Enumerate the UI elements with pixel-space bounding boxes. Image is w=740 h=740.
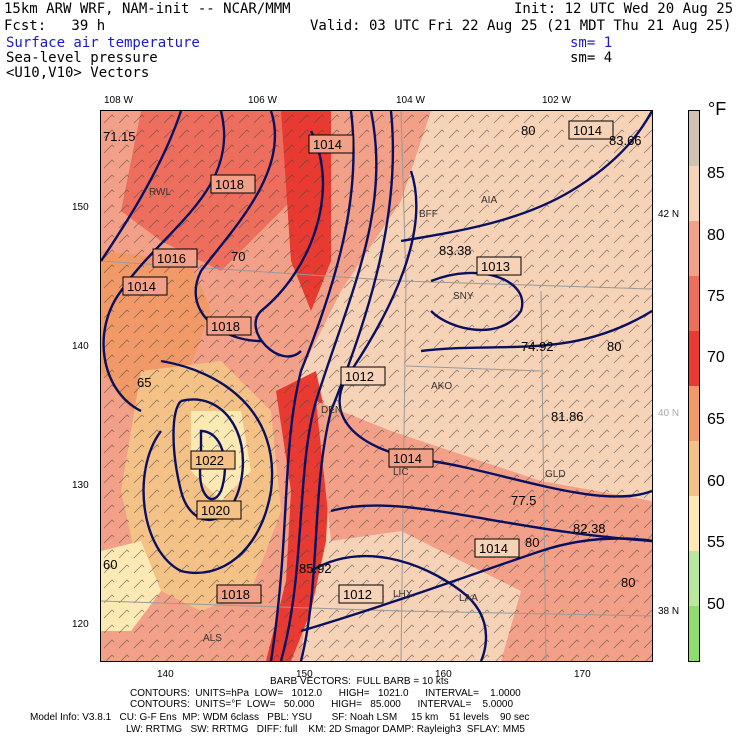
station-code: SNY [453, 291, 474, 302]
colorbar-label-60: 60 [707, 473, 725, 490]
map-svg: 1014 1018 1016 1014 1018 1012 1022 1020 … [100, 110, 654, 662]
extrema-values: 71.15 83.66 83.38 74.92 81.86 77.5 82.38… [103, 129, 642, 576]
temp-label: 80 [621, 575, 635, 590]
lon-label-104w: 104 W [396, 95, 425, 106]
model-title: 15km ARW WRF, NAM-init -- NCAR/MMM [4, 1, 291, 17]
colorbar-segment [689, 221, 699, 276]
pressure-label: 1014 [479, 541, 508, 556]
lon-label-106w: 106 W [248, 95, 277, 106]
temperature-colorbar [688, 110, 700, 662]
x-tick-170: 170 [574, 669, 591, 680]
colorbar-segment [689, 606, 699, 661]
temp-label: 70 [231, 249, 245, 264]
valid-time: Valid: 03 UTC Fri 22 Aug 25 (21 MDT Thu … [310, 18, 732, 34]
extremum-value: 81.86 [551, 409, 584, 424]
station-code: ALS [203, 633, 222, 644]
temp-label: 80 [525, 535, 539, 550]
smoothing-2: sm= 4 [570, 50, 613, 66]
lat-label-42n: 42 N [658, 209, 680, 220]
station-code: AKO [431, 381, 452, 392]
temp-label: 80 [607, 339, 621, 354]
field-vectors: <U10,V10> Vectors [6, 65, 150, 81]
lon-label-108w: 108 W [104, 95, 133, 106]
station-code: GLD [545, 469, 566, 480]
y-tick-140: 140 [72, 341, 89, 352]
temp-labels: 80 70 65 60 80 80 80 [103, 123, 635, 590]
x-tick-150: 150 [296, 669, 313, 680]
station-code: RWL [149, 187, 171, 198]
pressure-label: 1020 [201, 503, 230, 518]
station-code: AIA [481, 195, 497, 206]
state-boundaries [100, 110, 653, 662]
pressure-label: 1014 [313, 137, 342, 152]
forecast-hour: Fcst: 39 h [4, 18, 106, 34]
extremum-value: 74.92 [521, 339, 554, 354]
colorbar-segment [689, 111, 699, 166]
extremum-value: 83.38 [439, 243, 472, 258]
lat-label-40n: 40 N [658, 408, 680, 419]
temp-label: 65 [137, 375, 151, 390]
colorbar-label-80: 80 [707, 227, 725, 244]
pressure-label: 1012 [343, 587, 372, 602]
pressure-label: 1018 [215, 177, 244, 192]
model-info: Model Info: V3.8.1 CU: G-F Ens MP: WDM 6… [30, 712, 530, 723]
field-pressure: Sea-level pressure [6, 50, 158, 66]
smoothing-1: sm= 1 [570, 35, 613, 51]
x-tick-140: 140 [157, 669, 174, 680]
init-time: Init: 12 UTC Wed 20 Aug 25 [514, 1, 734, 17]
colorbar-segment [689, 496, 699, 551]
extremum-value: 71.15 [103, 129, 136, 144]
wind-barbs [101, 111, 652, 661]
station-code: LIC [393, 467, 409, 478]
pressure-label: 1016 [157, 251, 186, 266]
colorbar-label-65: 65 [707, 411, 725, 428]
y-tick-130: 130 [72, 480, 89, 491]
station-code: BFF [419, 209, 438, 220]
extremum-value: 83.66 [609, 133, 642, 148]
extremum-value: 77.5 [511, 493, 536, 508]
lon-label-102w: 102 W [542, 95, 571, 106]
colorbar-segment [689, 166, 699, 221]
colorbar-label-55: 55 [707, 534, 725, 551]
barb-vectors-note: BARB VECTORS: FULL BARB = 10 kts [270, 676, 449, 687]
forecast-map: 1014 1018 1016 1014 1018 1012 1022 1020 … [100, 110, 654, 662]
station-code: DEN [321, 405, 342, 416]
colorbar-label-50: 50 [707, 596, 725, 613]
colorbar-segment [689, 441, 699, 496]
temp-label: 80 [521, 123, 535, 138]
contours-temperature: CONTOURS: UNITS=°F LOW= 50.000 HIGH= 85.… [130, 699, 514, 710]
pressure-label: 1018 [211, 319, 240, 334]
colorbar-label-85: 85 [707, 165, 725, 182]
pressure-label: 1013 [481, 259, 510, 274]
station-code: LAA [459, 593, 478, 604]
temp-label: 60 [103, 557, 117, 572]
field-temperature: Surface air temperature [6, 35, 200, 51]
pressure-labels: 1014 1018 1016 1014 1018 1012 1022 1020 … [122, 120, 614, 604]
colorbar-label-70: 70 [707, 349, 725, 366]
pressure-label: 1022 [195, 453, 224, 468]
pressure-label: 1018 [221, 587, 250, 602]
colorbar-segment [689, 331, 699, 386]
colorbar-label-75: 75 [707, 288, 725, 305]
colorbar-unit: °F [708, 99, 727, 119]
pressure-label: 1014 [573, 123, 602, 138]
extremum-value: 85.92 [299, 561, 332, 576]
colorbar-segment [689, 551, 699, 606]
lat-label-38n: 38 N [658, 606, 680, 617]
pressure-label: 1012 [345, 369, 374, 384]
pressure-label: 1014 [127, 279, 156, 294]
extremum-value: 82.38 [573, 521, 606, 536]
pressure-label: 1014 [393, 451, 422, 466]
colorbar-segment [689, 276, 699, 331]
station-code: LHX [393, 589, 413, 600]
model-info-physics: LW: RRTMG SW: RRTMG DIFF: full KM: 2D Sm… [126, 724, 525, 735]
y-tick-120: 120 [72, 619, 89, 630]
contours-pressure: CONTOURS: UNITS=hPa LOW= 1012.0 HIGH= 10… [130, 688, 521, 699]
x-tick-160: 160 [435, 669, 452, 680]
colorbar-segment [689, 386, 699, 441]
station-codes: RWL BFF AIA SNY AKO DEN LIC GLD LHX LAA … [149, 187, 566, 644]
y-tick-150: 150 [72, 202, 89, 213]
